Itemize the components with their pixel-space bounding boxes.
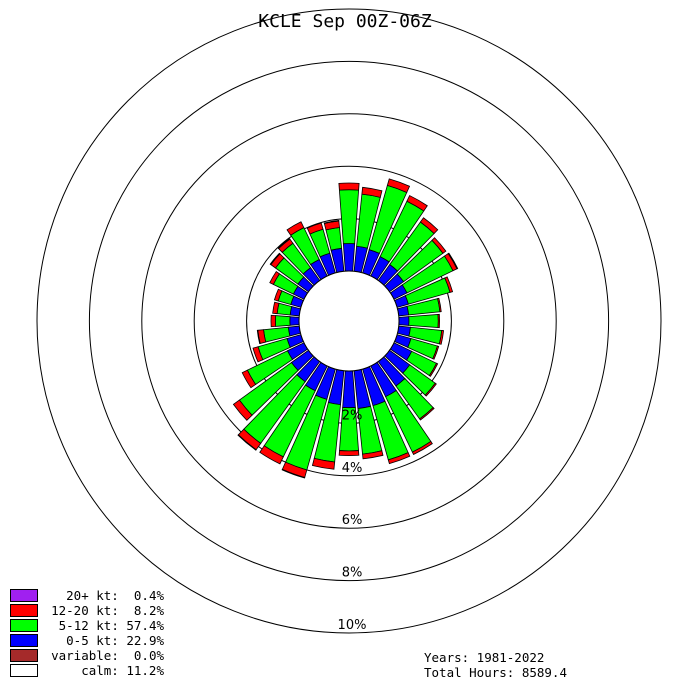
legend-swatch [10, 649, 38, 662]
bar-210deg-12-20kt [259, 445, 284, 465]
bar-180deg-12-20kt [338, 450, 360, 457]
ring-labels: 2% 4% 6% 8% 10% [338, 408, 367, 633]
bar-200deg-20pluskt [281, 468, 306, 479]
bar-150deg-12-20kt [411, 440, 433, 456]
bar-40deg-12-20kt [419, 217, 439, 235]
ring-label-6pct: 6% [342, 513, 363, 528]
legend-label: 0-5 kt: 22.9% [66, 633, 164, 648]
bar-20deg-12-20kt [386, 178, 411, 193]
bar-330deg-12-20kt [286, 221, 305, 236]
bar-80deg-0-5kt [396, 305, 410, 317]
legend-swatch [10, 664, 38, 677]
bar-250deg-12-20kt [252, 346, 264, 363]
bar-280deg-5-12kt [276, 302, 293, 316]
legend-label: calm: 11.2% [81, 663, 164, 678]
bar-290deg-12-20kt [273, 288, 283, 302]
bar-60deg-20pluskt [447, 252, 459, 270]
ring-6pct [141, 113, 557, 529]
chart-title: KCLE Sep 00Z-06Z [258, 11, 432, 32]
bar-230deg-12-20kt [232, 399, 253, 421]
bar-240deg-12-20kt [241, 369, 257, 389]
legend-label: 5-12 kt: 57.4% [58, 618, 164, 633]
bar-50deg-12-20kt [431, 237, 447, 254]
bar-260deg-0-5kt [287, 325, 302, 337]
bar-80deg-12-20kt [437, 297, 442, 313]
bar-190deg-12-20kt [311, 457, 336, 470]
bar-170deg-12-20kt [362, 450, 384, 460]
calm-circle [298, 270, 400, 372]
bar-260deg-20pluskt [256, 329, 261, 345]
bar-270deg-0-5kt [289, 316, 300, 326]
bar-90deg-5-12kt [408, 314, 439, 328]
bar-160deg-12-20kt [387, 452, 411, 465]
bar-300deg-12-20kt [269, 270, 281, 285]
legend-swatch [10, 634, 38, 647]
years-label: Years: 1981-2022 [424, 650, 545, 665]
legend-label: 12-20 kt: 8.2% [51, 603, 164, 618]
legend-swatch [10, 589, 38, 602]
legend-label: 20+ kt: 0.4% [66, 588, 164, 603]
direction-bars [232, 178, 459, 479]
legend-swatch [10, 604, 38, 617]
bar-320deg-20pluskt [277, 237, 291, 250]
bar-350deg-20pluskt [323, 219, 340, 224]
ring-8pct [88, 60, 610, 582]
bar-90deg-0-5kt [398, 316, 410, 326]
bar-0deg-0-5kt [342, 243, 356, 272]
bar-270deg-5-12kt [275, 315, 291, 327]
bar-120deg-12-20kt [428, 362, 439, 377]
bar-70deg-12-20kt [444, 276, 454, 293]
ring-label-4pct: 4% [342, 461, 363, 476]
ring-label-2pct: 2% [342, 408, 363, 423]
bar-100deg-12-20kt [438, 329, 445, 345]
bar-100deg-0-5kt [396, 325, 411, 337]
bar-0deg-12-20kt [338, 182, 360, 191]
bar-90deg-12-20kt [437, 313, 441, 329]
bar-30deg-12-20kt [406, 195, 428, 212]
ring-10pct [36, 8, 662, 634]
footer-stats: Years: 1981-2022 Total Hours: 8589.4 [424, 650, 567, 680]
percent-rings [36, 8, 662, 634]
bar-130deg-12-20kt [424, 382, 437, 397]
legend-swatch [10, 619, 38, 632]
total-hours-label: Total Hours: 8589.4 [424, 665, 567, 680]
bar-0deg-5-12kt [338, 189, 360, 245]
bar-110deg-12-20kt [432, 345, 440, 360]
bar-140deg-12-20kt [419, 406, 435, 421]
bar-310deg-20pluskt [269, 252, 281, 266]
bar-270deg-12-20kt [270, 314, 277, 328]
bar-340deg-12-20kt [306, 222, 324, 235]
legend-label: variable: 0.0% [51, 648, 164, 663]
bar-180deg-0-5kt [342, 370, 356, 409]
bar-10deg-12-20kt [361, 186, 383, 198]
ring-label-10pct: 10% [338, 618, 367, 633]
ring-4pct [193, 165, 505, 477]
bar-280deg-12-20kt [272, 301, 280, 315]
ring-label-8pct: 8% [342, 566, 363, 581]
bar-220deg-20pluskt [237, 434, 257, 451]
